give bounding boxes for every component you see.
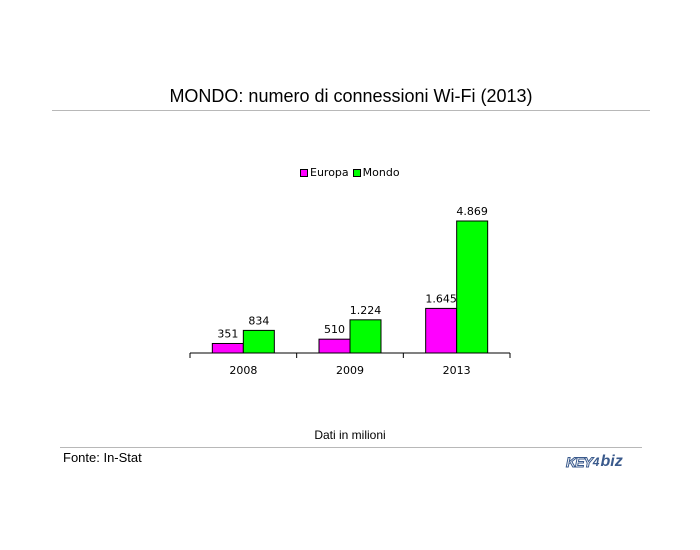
data-label-mondo-2009: 1.224	[350, 304, 382, 317]
data-label-europa-2009: 510	[324, 323, 345, 336]
data-label-europa-2013: 1.645	[425, 292, 457, 305]
legend-label-europa: Europa	[310, 166, 349, 179]
x-tick-label-2013: 2013	[443, 364, 471, 377]
logo-biz-text: biz	[600, 453, 623, 470]
bar-mondo-2009	[349, 319, 382, 354]
units-note: Dati in milioni	[314, 428, 386, 442]
data-label-europa-2008: 351	[217, 327, 238, 340]
bar-mondo-2013	[456, 220, 489, 354]
legend-item-europa: Europa	[300, 166, 349, 179]
source-text: Fonte: In-Stat	[63, 450, 142, 465]
bar-europa-2009	[318, 338, 351, 354]
x-tick-label-2008: 2008	[229, 364, 257, 377]
title-divider	[52, 110, 650, 111]
footer-divider	[60, 447, 642, 448]
bar-europa-2013	[425, 307, 458, 354]
data-label-mondo-2008: 834	[248, 314, 269, 327]
data-label-mondo-2013: 4.869	[456, 205, 488, 218]
bar-mondo-2008	[242, 329, 275, 354]
bar-europa-2008	[211, 342, 244, 354]
legend-label-mondo: Mondo	[362, 166, 400, 179]
legend-swatch-europa	[300, 168, 308, 177]
legend-item-mondo: Mondo	[352, 166, 400, 179]
legend-swatch-mondo	[352, 168, 361, 177]
chart-title: MONDO: numero di connessioni Wi-Fi (2013…	[169, 86, 533, 106]
logo-key-text: KEY	[566, 454, 594, 471]
logo-mid-text: 4	[592, 455, 600, 469]
legend: Europa Mondo	[300, 166, 404, 179]
x-tick-label-2009: 2009	[336, 364, 364, 377]
key4biz-logo: KEY 4 biz	[566, 452, 640, 472]
